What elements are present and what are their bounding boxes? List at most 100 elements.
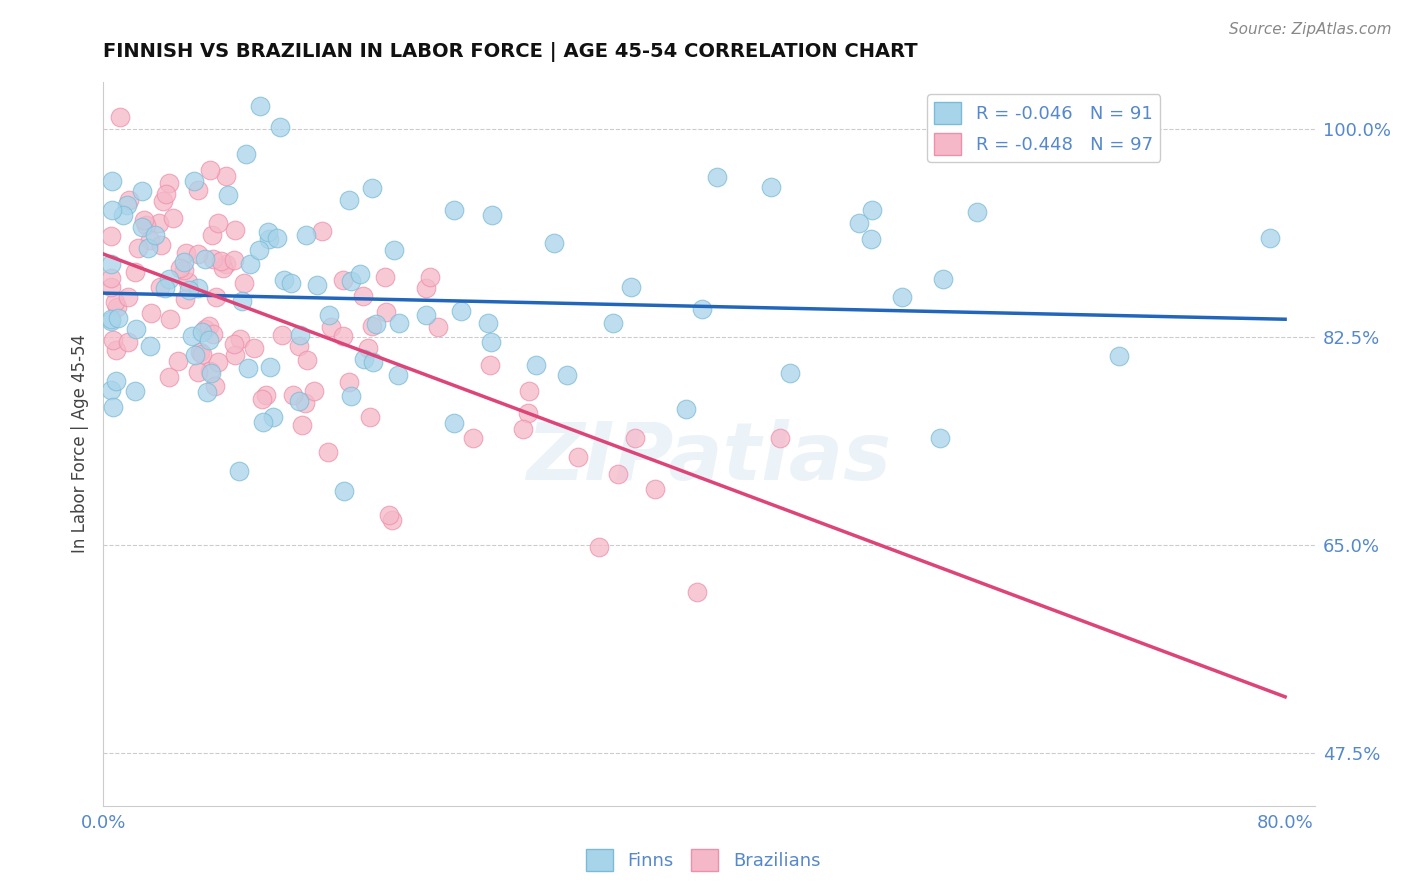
Point — [136, 242, 159, 256]
Point — [211, 260, 233, 275]
Point — [157, 176, 180, 190]
Point — [110, 111, 132, 125]
Point — [100, 280, 122, 294]
Point — [374, 304, 396, 318]
Point — [387, 368, 409, 383]
Point — [266, 230, 288, 244]
Point — [359, 410, 381, 425]
Point — [928, 431, 950, 445]
Point — [224, 223, 246, 237]
Point — [149, 280, 172, 294]
Point — [862, 203, 884, 218]
Legend: R = -0.046   N = 91, R = -0.448   N = 97: R = -0.046 N = 91, R = -0.448 N = 97 — [927, 95, 1160, 162]
Point — [217, 188, 239, 202]
Legend: Finns, Brazilians: Finns, Brazilians — [578, 842, 828, 879]
Point — [352, 289, 374, 303]
Point — [259, 359, 281, 374]
Point — [159, 312, 181, 326]
Point — [155, 186, 177, 201]
Point — [848, 216, 870, 230]
Point — [187, 365, 209, 379]
Point — [195, 384, 218, 399]
Point — [252, 415, 274, 429]
Point — [131, 220, 153, 235]
Point — [191, 325, 214, 339]
Point — [201, 326, 224, 341]
Point — [512, 421, 534, 435]
Point — [233, 276, 256, 290]
Point — [931, 272, 953, 286]
Point — [426, 320, 449, 334]
Point — [706, 170, 728, 185]
Point — [337, 194, 360, 208]
Point — [291, 418, 314, 433]
Point — [162, 211, 184, 226]
Point — [198, 162, 221, 177]
Point — [686, 585, 709, 599]
Point — [295, 352, 318, 367]
Point — [117, 335, 139, 350]
Point — [257, 232, 280, 246]
Point — [107, 311, 129, 326]
Point — [349, 267, 371, 281]
Point — [115, 198, 138, 212]
Point — [148, 216, 170, 230]
Point — [174, 246, 197, 260]
Point — [138, 233, 160, 247]
Text: ZIPatlas: ZIPatlas — [526, 419, 891, 498]
Point — [187, 183, 209, 197]
Point — [769, 431, 792, 445]
Point — [340, 388, 363, 402]
Point — [131, 184, 153, 198]
Point — [361, 355, 384, 369]
Point — [364, 318, 387, 332]
Point — [381, 513, 404, 527]
Point — [319, 320, 342, 334]
Point — [159, 271, 181, 285]
Point — [623, 431, 645, 445]
Point — [117, 290, 139, 304]
Point — [353, 351, 375, 366]
Point — [294, 395, 316, 409]
Point — [249, 98, 271, 112]
Point — [124, 265, 146, 279]
Point — [280, 276, 302, 290]
Point — [124, 384, 146, 398]
Point — [231, 293, 253, 308]
Point — [190, 347, 212, 361]
Point — [779, 366, 801, 380]
Point — [197, 333, 219, 347]
Point — [254, 388, 277, 402]
Point — [288, 338, 311, 352]
Point — [890, 290, 912, 304]
Point — [100, 256, 122, 270]
Point — [100, 270, 122, 285]
Point — [224, 348, 246, 362]
Point — [606, 467, 628, 481]
Point — [127, 241, 149, 255]
Point — [311, 224, 333, 238]
Point — [101, 333, 124, 347]
Point — [1260, 231, 1282, 245]
Point — [100, 202, 122, 217]
Point — [419, 269, 441, 284]
Point — [184, 348, 207, 362]
Point — [100, 311, 122, 326]
Point — [155, 281, 177, 295]
Point — [104, 295, 127, 310]
Point — [118, 193, 141, 207]
Point — [101, 400, 124, 414]
Point — [415, 281, 437, 295]
Point — [382, 244, 405, 258]
Point — [288, 327, 311, 342]
Point — [239, 257, 262, 271]
Point — [481, 208, 503, 222]
Point — [224, 252, 246, 267]
Point — [247, 244, 270, 258]
Point — [229, 332, 252, 346]
Point — [269, 120, 291, 135]
Point — [450, 303, 472, 318]
Point — [675, 401, 697, 416]
Point — [209, 254, 232, 268]
Point — [517, 384, 540, 398]
